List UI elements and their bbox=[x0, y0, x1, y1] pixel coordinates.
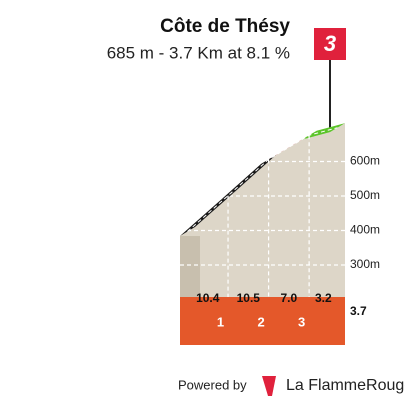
gradient-label: 10.5 bbox=[237, 291, 261, 305]
gradient-label: 7.0 bbox=[281, 291, 298, 305]
km-bar bbox=[180, 297, 345, 345]
profile: 300m 400m 500m 600m 1 2 3 3.7 10.4 10.5 7.0 3.2 bbox=[180, 123, 380, 345]
km-label: 2 bbox=[257, 314, 264, 329]
km-label: 3 bbox=[298, 314, 305, 329]
y-tick-label: 300m bbox=[350, 257, 380, 271]
powered-by: Powered by bbox=[178, 377, 247, 392]
gradient-label: 10.4 bbox=[196, 291, 220, 305]
logo bbox=[262, 376, 276, 396]
brand: La FlammeRouge bbox=[286, 377, 405, 394]
title: Côte de Thésy bbox=[160, 16, 290, 37]
category: 3 bbox=[324, 31, 336, 56]
category-flag bbox=[314, 28, 346, 60]
gradient-label: 3.2 bbox=[315, 291, 332, 305]
side-face bbox=[180, 236, 200, 297]
y-tick-label: 500m bbox=[350, 188, 380, 202]
road-segment bbox=[180, 191, 236, 237]
profile-face bbox=[180, 123, 345, 297]
y-tick-label: 400m bbox=[350, 223, 380, 237]
y-tick-label: 600m bbox=[350, 154, 380, 168]
km-label: 1 bbox=[217, 314, 224, 329]
road-segment bbox=[220, 154, 277, 201]
km-total: 3.7 bbox=[350, 304, 367, 318]
subtitle: 685 m - 3.7 Km at 8.1 % bbox=[107, 43, 290, 62]
